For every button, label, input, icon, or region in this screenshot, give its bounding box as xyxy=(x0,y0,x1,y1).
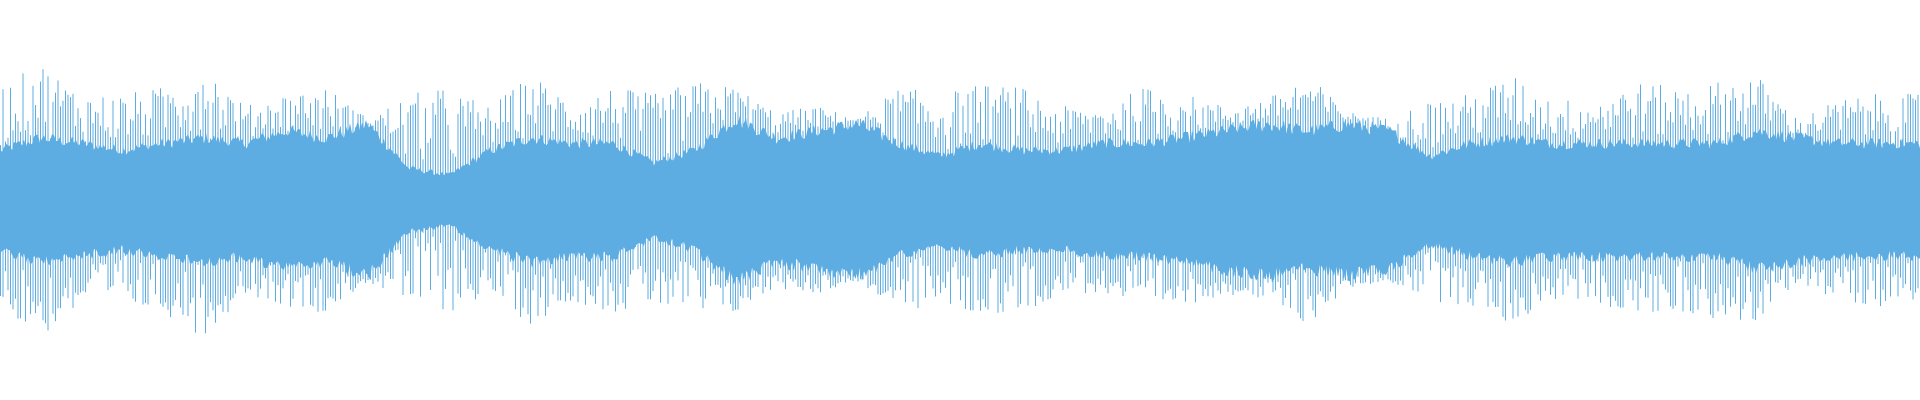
waveform-bars xyxy=(0,69,1920,334)
